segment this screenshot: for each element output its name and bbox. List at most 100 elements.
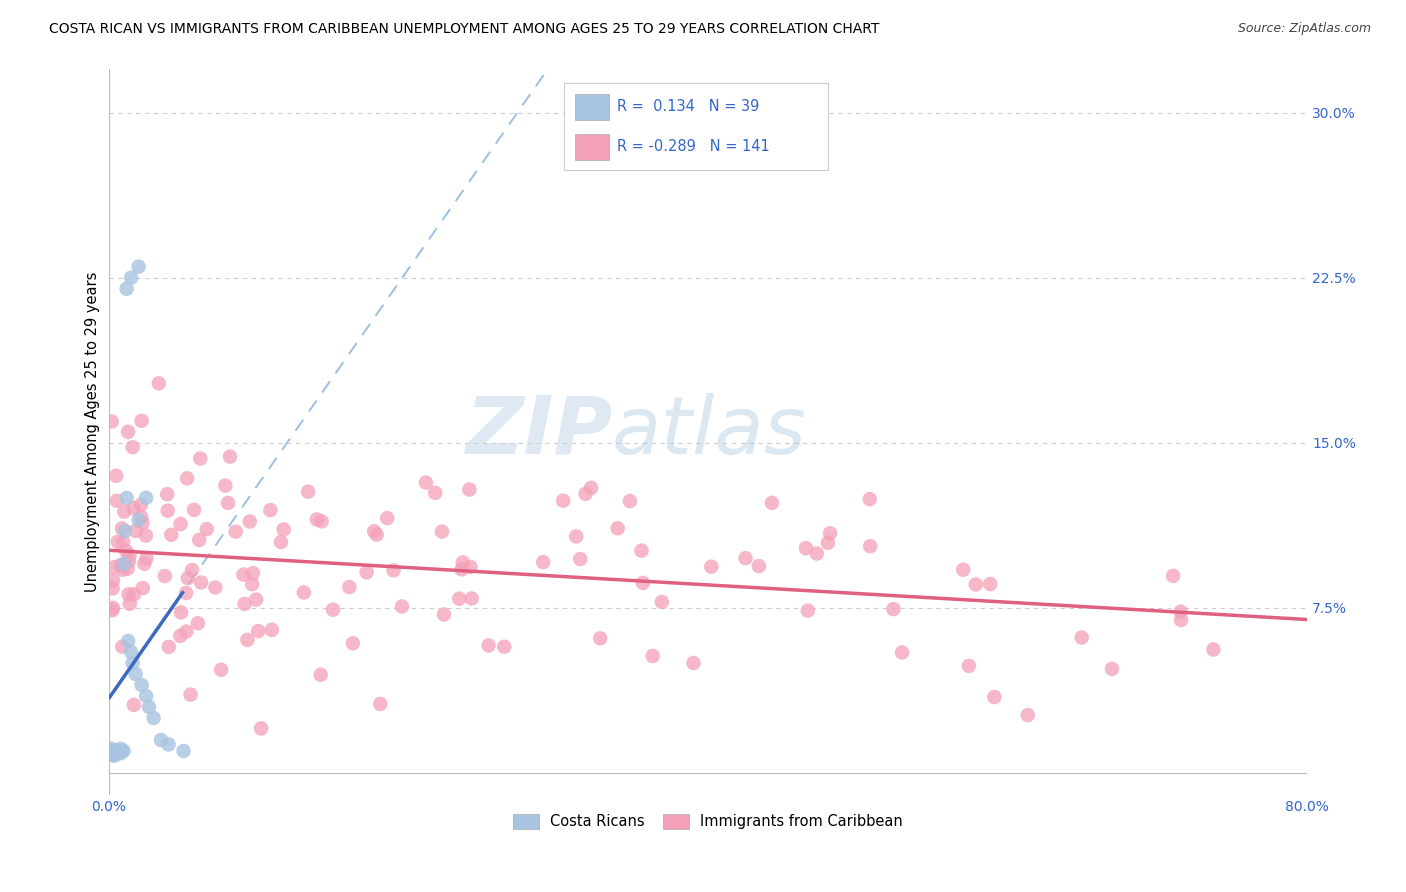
Text: COSTA RICAN VS IMMIGRANTS FROM CARIBBEAN UNEMPLOYMENT AMONG AGES 25 TO 29 YEARS : COSTA RICAN VS IMMIGRANTS FROM CARIBBEAN… bbox=[49, 22, 880, 37]
Point bbox=[589, 632, 612, 646]
Point bbox=[118, 549, 141, 563]
Point bbox=[129, 498, 152, 512]
Point bbox=[156, 487, 179, 501]
Point bbox=[131, 516, 153, 530]
Point bbox=[195, 522, 218, 536]
Point bbox=[449, 591, 471, 606]
Point bbox=[112, 744, 135, 758]
Point bbox=[110, 746, 132, 760]
Point bbox=[1170, 613, 1192, 627]
Point bbox=[219, 450, 242, 464]
Point bbox=[110, 558, 132, 572]
Point bbox=[458, 483, 481, 497]
Point bbox=[148, 376, 170, 391]
Point bbox=[292, 585, 315, 599]
Point bbox=[553, 493, 575, 508]
Point bbox=[631, 576, 654, 591]
Point bbox=[450, 562, 472, 576]
Point bbox=[121, 440, 143, 454]
Point bbox=[531, 555, 554, 569]
Point bbox=[574, 487, 596, 501]
Point bbox=[156, 503, 179, 517]
Point bbox=[565, 529, 588, 543]
Point bbox=[309, 667, 332, 681]
Point bbox=[260, 623, 283, 637]
Point bbox=[105, 493, 128, 508]
Point bbox=[176, 471, 198, 485]
Point bbox=[104, 744, 127, 758]
Point bbox=[134, 557, 156, 571]
Point bbox=[122, 698, 145, 712]
Point bbox=[859, 539, 882, 553]
Point bbox=[983, 690, 1005, 704]
Point bbox=[761, 496, 783, 510]
Point bbox=[115, 544, 138, 558]
Point bbox=[806, 547, 828, 561]
Point bbox=[101, 746, 124, 760]
Point bbox=[107, 534, 129, 549]
Point bbox=[682, 656, 704, 670]
Point bbox=[117, 634, 139, 648]
Point bbox=[1017, 708, 1039, 723]
Point bbox=[121, 656, 143, 670]
Point bbox=[979, 577, 1001, 591]
Point bbox=[112, 505, 135, 519]
Point bbox=[101, 744, 124, 758]
Point bbox=[150, 733, 173, 747]
Point bbox=[100, 414, 122, 428]
Point bbox=[1170, 605, 1192, 619]
Point bbox=[356, 566, 378, 580]
Point bbox=[101, 574, 124, 588]
Point bbox=[104, 746, 127, 760]
Point bbox=[630, 543, 652, 558]
Y-axis label: Unemployment Among Ages 25 to 29 years: Unemployment Among Ages 25 to 29 years bbox=[86, 271, 100, 592]
Point bbox=[122, 501, 145, 516]
Legend: Costa Ricans, Immigrants from Caribbean: Costa Ricans, Immigrants from Caribbean bbox=[506, 808, 910, 835]
Point bbox=[98, 746, 121, 760]
Point bbox=[368, 697, 391, 711]
Point bbox=[375, 511, 398, 525]
Point bbox=[225, 524, 247, 539]
Point bbox=[115, 491, 138, 505]
Point bbox=[173, 744, 195, 758]
Point bbox=[797, 603, 820, 617]
Point bbox=[217, 496, 239, 510]
Point bbox=[270, 535, 292, 549]
Point bbox=[460, 560, 482, 574]
Point bbox=[135, 551, 157, 566]
Point bbox=[1202, 642, 1225, 657]
Point bbox=[118, 597, 141, 611]
Point bbox=[138, 700, 160, 714]
Point bbox=[882, 602, 904, 616]
Point bbox=[734, 551, 756, 566]
Point bbox=[259, 503, 281, 517]
Point bbox=[297, 484, 319, 499]
Point bbox=[157, 738, 180, 752]
Point bbox=[169, 629, 191, 643]
Point bbox=[818, 526, 841, 541]
Point bbox=[101, 582, 124, 596]
Point bbox=[160, 527, 183, 541]
Point bbox=[232, 567, 254, 582]
Point bbox=[100, 741, 122, 756]
Point bbox=[425, 485, 447, 500]
Point bbox=[105, 744, 128, 758]
Point bbox=[114, 524, 136, 538]
Point bbox=[619, 494, 641, 508]
Point bbox=[131, 414, 153, 428]
Point bbox=[100, 746, 122, 760]
Text: Source: ZipAtlas.com: Source: ZipAtlas.com bbox=[1237, 22, 1371, 36]
Point bbox=[170, 606, 193, 620]
Point bbox=[176, 624, 198, 639]
Point bbox=[451, 556, 474, 570]
Point bbox=[494, 640, 516, 654]
Point bbox=[239, 515, 262, 529]
Point bbox=[177, 571, 200, 585]
Point bbox=[957, 658, 980, 673]
Point bbox=[190, 575, 212, 590]
Text: ZIP: ZIP bbox=[464, 392, 612, 471]
Point bbox=[569, 552, 592, 566]
Point bbox=[1101, 662, 1123, 676]
Point bbox=[122, 587, 145, 601]
Point bbox=[112, 557, 135, 571]
